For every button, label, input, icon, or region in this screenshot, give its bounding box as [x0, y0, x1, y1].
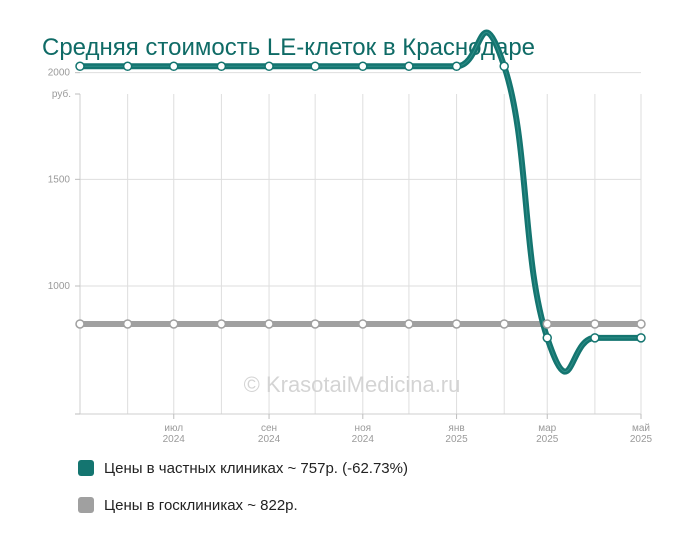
x-tick-label-month: ноя — [355, 423, 372, 434]
data-point-private — [590, 333, 600, 343]
legend-item-public[interactable]: Цены в госклиниках ~ 822р. — [78, 495, 408, 515]
data-point-public — [358, 319, 368, 329]
data-point-public — [310, 319, 320, 329]
legend-swatch-public — [78, 497, 94, 513]
x-tick-label-month: янв — [448, 423, 464, 434]
data-point-private — [122, 61, 133, 72]
y-tick-label: 1500 — [48, 174, 71, 185]
y-tick-label: 2000 — [48, 68, 71, 79]
data-point-public — [169, 319, 179, 329]
data-point-public — [636, 319, 646, 329]
y-axis-unit-label: руб. — [52, 88, 71, 100]
data-point-private — [636, 333, 646, 343]
x-tick-label-year: 2024 — [352, 434, 375, 445]
y-tick-label: 1000 — [48, 281, 71, 292]
x-tick-label-year: 2025 — [630, 434, 653, 445]
x-tick-label-month: июл — [164, 423, 183, 434]
data-point-public — [590, 319, 600, 329]
x-tick-label-month: сен — [261, 423, 277, 434]
data-point-public — [216, 319, 227, 329]
watermark-text: © KrasotaiMedicina.ru — [244, 372, 461, 397]
legend: Цены в частных клиниках ~ 757р. (-62.73%… — [78, 458, 408, 532]
data-point-private — [310, 61, 320, 72]
data-point-private — [499, 61, 509, 72]
data-point-public — [499, 319, 509, 329]
x-tick-label-year: 2025 — [445, 434, 468, 445]
x-tick-label-month: май — [632, 423, 650, 434]
data-point-public — [542, 319, 552, 329]
data-point-private — [75, 61, 85, 72]
data-point-private — [216, 61, 227, 72]
data-point-private — [451, 61, 462, 72]
data-point-private — [358, 61, 368, 72]
chart-title: Средняя стоимость LE-клеток в Краснодаре — [42, 34, 536, 61]
data-point-public — [451, 319, 462, 329]
legend-label-public: Цены в госклиниках ~ 822р. — [104, 496, 298, 514]
data-point-private — [264, 61, 274, 72]
x-tick-label-year: 2024 — [258, 434, 281, 445]
data-point-private — [542, 333, 552, 343]
x-tick-label-year: 2024 — [163, 434, 186, 445]
legend-item-private[interactable]: Цены в частных клиниках ~ 757р. (-62.73%… — [78, 458, 408, 478]
data-point-private — [169, 61, 179, 72]
data-point-public — [75, 319, 85, 329]
x-tick-label-month: мар — [538, 423, 556, 434]
data-point-public — [122, 319, 133, 329]
data-point-public — [404, 319, 414, 329]
data-point-public — [264, 319, 274, 329]
legend-swatch-private — [78, 460, 94, 476]
legend-label-private: Цены в частных клиниках ~ 757р. (-62.73%… — [104, 459, 408, 477]
data-point-private — [404, 61, 414, 72]
x-tick-label-year: 2025 — [536, 434, 559, 445]
